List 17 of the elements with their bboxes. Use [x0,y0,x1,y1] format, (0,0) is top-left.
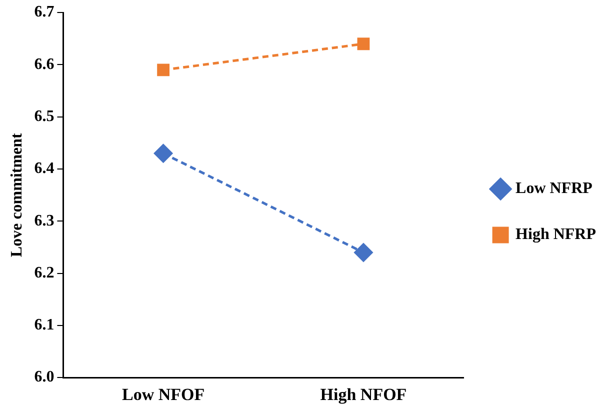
y-tick-label: 6.4 [34,160,54,178]
legend-label: High NFRP [516,226,596,244]
y-tick-label: 6.2 [34,264,54,282]
y-tick-label: 6.6 [34,56,54,73]
y-tick-label: 6.0 [34,368,54,386]
y-tick-label: 6.7 [34,4,54,21]
point [154,144,173,163]
y-axis-title: Love commitment [8,132,26,258]
y-tick-label: 6.5 [34,108,54,126]
x-tick-label: High NFOF [320,385,407,404]
y-tick-label: 6.1 [34,316,54,334]
point [354,243,373,262]
point [157,64,170,76]
x-tick-label: Low NFOF [122,385,205,404]
y-tick-label: 6.3 [34,212,54,230]
legend-label: Low NFRP [516,180,593,198]
point [357,38,370,50]
